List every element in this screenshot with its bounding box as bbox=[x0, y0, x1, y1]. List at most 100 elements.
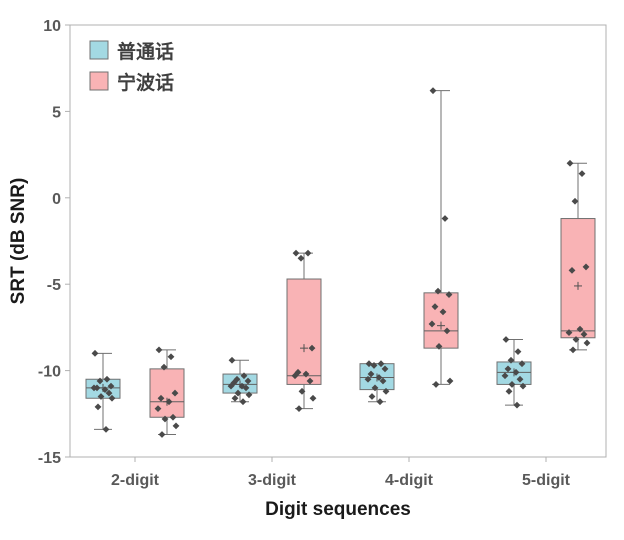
data-point bbox=[382, 387, 390, 395]
box-putonghua-2-digit bbox=[85, 349, 121, 433]
x-tick-label: 2-digit bbox=[111, 472, 160, 489]
y-tick-label: -10 bbox=[38, 364, 61, 381]
data-point bbox=[157, 394, 165, 402]
x-tick-label: 5-digit bbox=[522, 472, 571, 489]
data-point bbox=[90, 384, 98, 392]
data-point bbox=[583, 339, 591, 347]
data-point bbox=[245, 391, 253, 399]
data-point bbox=[441, 215, 449, 222]
data-point bbox=[294, 368, 302, 376]
data-point bbox=[578, 170, 586, 178]
y-axis: 10 5 0 -5 -10 -15 bbox=[38, 18, 70, 467]
x-axis-title: Digit sequences bbox=[265, 499, 411, 520]
y-axis-title: SRT (dB SNR) bbox=[8, 178, 29, 305]
data-point bbox=[242, 384, 250, 392]
data-point bbox=[227, 382, 235, 390]
data-point bbox=[431, 303, 439, 311]
data-point bbox=[370, 362, 378, 369]
data-point bbox=[368, 393, 376, 400]
box-ningbohua-3-digit bbox=[286, 249, 322, 413]
data-point bbox=[566, 159, 574, 167]
data-point bbox=[304, 249, 312, 257]
box-putonghua-3-digit bbox=[222, 356, 258, 406]
data-point bbox=[565, 329, 573, 336]
data-point bbox=[239, 398, 247, 406]
y-tick-label: 0 bbox=[52, 191, 61, 208]
data-point bbox=[429, 87, 437, 95]
data-point bbox=[297, 254, 305, 262]
data-point bbox=[580, 330, 588, 338]
data-point bbox=[231, 394, 239, 402]
data-point bbox=[108, 394, 116, 402]
legend: 普通话 宁波话 bbox=[89, 40, 174, 94]
data-point bbox=[160, 363, 168, 371]
data-point bbox=[446, 377, 454, 385]
data-point bbox=[234, 389, 242, 397]
legend-label-ningbohua: 宁波话 bbox=[117, 71, 174, 94]
data-point bbox=[228, 356, 236, 364]
data-point bbox=[568, 266, 576, 274]
data-point bbox=[101, 386, 109, 394]
data-point bbox=[513, 401, 521, 409]
data-point bbox=[518, 360, 526, 368]
data-point bbox=[105, 389, 113, 397]
data-point bbox=[508, 381, 516, 388]
legend-label-putonghua: 普通话 bbox=[117, 40, 174, 63]
data-point bbox=[435, 343, 443, 350]
data-point bbox=[569, 346, 577, 354]
box-iqr bbox=[560, 218, 596, 339]
data-point bbox=[96, 377, 104, 385]
data-point bbox=[169, 413, 177, 421]
data-point bbox=[516, 375, 524, 383]
data-point bbox=[165, 398, 173, 406]
data-point bbox=[377, 360, 385, 368]
x-axis: 2-digit 3-digit 4-digit 5-digit bbox=[111, 457, 571, 489]
data-point bbox=[501, 372, 509, 380]
data-point bbox=[434, 287, 442, 295]
data-point bbox=[103, 375, 111, 383]
data-point bbox=[504, 365, 512, 373]
box-ningbohua-5-digit bbox=[560, 159, 596, 354]
data-point bbox=[428, 320, 436, 328]
data-point bbox=[91, 349, 99, 357]
data-point bbox=[295, 405, 303, 413]
y-tick-label: 10 bbox=[43, 18, 61, 35]
data-point bbox=[171, 389, 179, 397]
box-ningbohua-4-digit bbox=[423, 87, 459, 388]
data-point bbox=[102, 425, 110, 433]
data-point bbox=[154, 405, 162, 413]
box-iqr bbox=[286, 278, 322, 385]
data-point bbox=[94, 403, 102, 411]
data-point bbox=[302, 370, 310, 378]
data-point bbox=[155, 346, 163, 354]
data-point bbox=[291, 372, 299, 380]
data-point bbox=[572, 336, 580, 343]
box-iqr bbox=[149, 368, 185, 418]
data-point bbox=[107, 382, 115, 390]
data-point bbox=[514, 348, 522, 355]
data-point bbox=[576, 325, 584, 333]
data-point bbox=[375, 374, 383, 381]
box-putonghua-4-digit bbox=[359, 360, 395, 406]
data-point bbox=[240, 372, 248, 380]
data-point bbox=[381, 365, 389, 373]
data-point bbox=[364, 375, 372, 383]
plot-area bbox=[85, 87, 596, 438]
data-point bbox=[371, 384, 379, 392]
data-point bbox=[244, 377, 252, 385]
y-tick-label: -5 bbox=[47, 277, 61, 294]
data-point bbox=[445, 291, 453, 298]
x-tick-label: 3-digit bbox=[248, 472, 297, 489]
data-point bbox=[161, 415, 169, 423]
data-point bbox=[292, 249, 300, 257]
x-tick-label: 4-digit bbox=[385, 472, 434, 489]
data-point bbox=[571, 197, 579, 205]
data-point bbox=[502, 336, 510, 343]
box-iqr bbox=[423, 292, 459, 349]
plot-frame bbox=[69, 24, 607, 458]
y-tick-label: 5 bbox=[52, 104, 61, 121]
box-putonghua-5-digit bbox=[496, 336, 532, 409]
data-point bbox=[439, 308, 447, 316]
data-point bbox=[507, 356, 515, 364]
